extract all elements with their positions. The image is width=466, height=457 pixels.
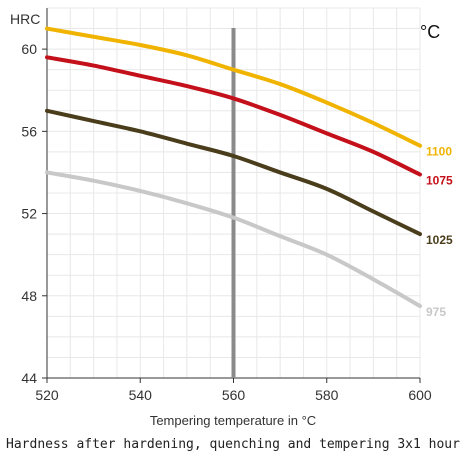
y-axis-label: HRC (10, 11, 40, 27)
series-label-1075: 1075 (426, 174, 453, 188)
series-line-1100 (45, 26, 422, 148)
series-group (45, 26, 422, 309)
series-line-975 (45, 170, 422, 309)
series-label-975: 975 (426, 305, 446, 319)
x-ticks: 520 540 560 580 600 (35, 378, 432, 403)
x-tick-label: 540 (129, 387, 153, 403)
y-ticks: 44 48 52 56 60 (21, 41, 47, 386)
x-tick-label: 600 (408, 387, 432, 403)
series-label-1100: 1100 (426, 145, 452, 159)
y-tick-label: 56 (21, 123, 37, 139)
series-line-1025 (45, 108, 422, 237)
x-axis-label: Tempering temperature in °C (150, 413, 316, 428)
x-tick-label: 580 (315, 387, 339, 403)
y-tick-label: 52 (21, 206, 37, 222)
series-labels: 1100 1075 1025 975 (426, 145, 453, 319)
series-unit-label: °C (420, 22, 440, 42)
x-tick-label: 520 (35, 387, 59, 403)
y-tick-label: 48 (21, 288, 37, 304)
x-tick-label: 560 (222, 387, 246, 403)
chart-caption: Hardness after hardening, quenching and … (6, 437, 460, 452)
y-tick-label: 44 (21, 370, 37, 386)
y-tick-label: 60 (21, 41, 37, 57)
series-line-1075 (45, 55, 422, 177)
series-label-1025: 1025 (426, 233, 453, 247)
